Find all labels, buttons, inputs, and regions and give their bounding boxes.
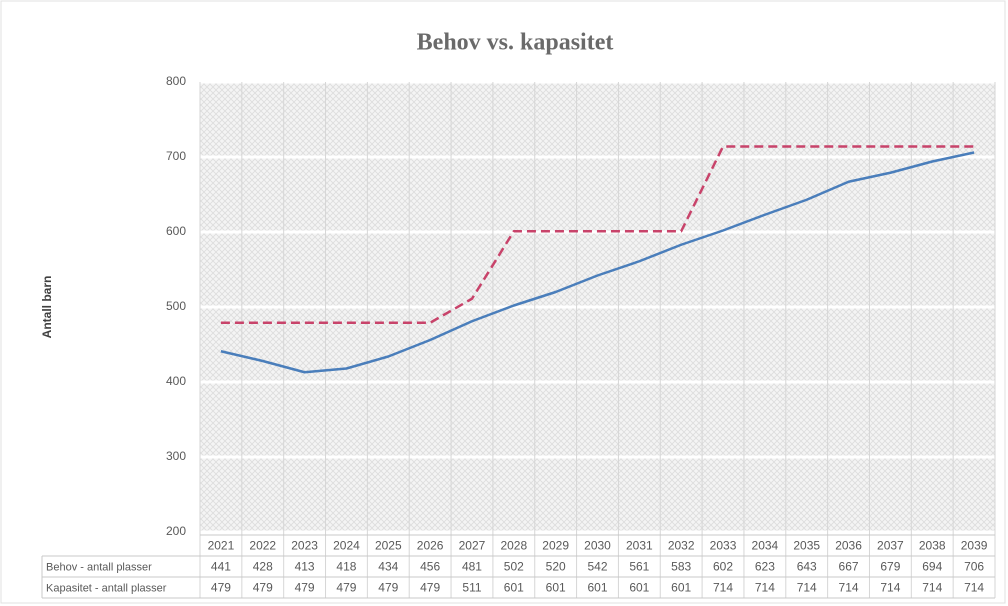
y-tick-label: 700 bbox=[166, 149, 186, 163]
x-tick-label: 2035 bbox=[793, 539, 820, 553]
x-tick-label: 2038 bbox=[919, 539, 946, 553]
table-value: 542 bbox=[587, 560, 607, 574]
y-tick-label: 600 bbox=[166, 224, 186, 238]
y-tick-label: 400 bbox=[166, 374, 186, 388]
table-value: 502 bbox=[504, 560, 524, 574]
table-value: 643 bbox=[797, 560, 817, 574]
table-value: 428 bbox=[253, 560, 273, 574]
table-value: 561 bbox=[629, 560, 649, 574]
table-value: 714 bbox=[880, 581, 900, 595]
table-value: 434 bbox=[378, 560, 398, 574]
table-value: 583 bbox=[671, 560, 691, 574]
legend-entry: Kapasitet - antall plasser bbox=[46, 582, 167, 594]
y-tick-label: 500 bbox=[166, 299, 186, 313]
x-tick-label: 2032 bbox=[668, 539, 695, 553]
y-tick-label: 200 bbox=[166, 524, 186, 538]
table-value: 479 bbox=[295, 581, 315, 595]
table-value: 706 bbox=[964, 560, 984, 574]
table-value: 413 bbox=[295, 560, 315, 574]
table-value: 679 bbox=[880, 560, 900, 574]
x-tick-label: 2031 bbox=[626, 539, 653, 553]
table-value: 602 bbox=[713, 560, 733, 574]
table-value: 694 bbox=[922, 560, 942, 574]
table-value: 479 bbox=[420, 581, 440, 595]
table-value: 714 bbox=[797, 581, 817, 595]
table-value: 418 bbox=[336, 560, 356, 574]
table-value: 714 bbox=[922, 581, 942, 595]
table-value: 667 bbox=[839, 560, 859, 574]
x-tick-label: 2027 bbox=[459, 539, 486, 553]
x-tick-label: 2039 bbox=[961, 539, 988, 553]
x-tick-label: 2024 bbox=[333, 539, 360, 553]
series-line bbox=[220, 151, 975, 374]
table-value: 601 bbox=[671, 581, 691, 595]
table-value: 714 bbox=[755, 581, 775, 595]
x-tick-label: 2022 bbox=[249, 539, 276, 553]
x-tick-label: 2025 bbox=[375, 539, 402, 553]
table-value: 601 bbox=[546, 581, 566, 595]
table-value: 441 bbox=[211, 560, 231, 574]
chart-title: Behov vs. kapasitet bbox=[417, 30, 614, 56]
x-tick-label: 2033 bbox=[710, 539, 737, 553]
x-tick-label: 2029 bbox=[542, 539, 569, 553]
table-value: 479 bbox=[378, 581, 398, 595]
table-value: 479 bbox=[211, 581, 231, 595]
x-tick-label: 2021 bbox=[208, 539, 235, 553]
x-tick-label: 2023 bbox=[291, 539, 318, 553]
table-value: 511 bbox=[462, 581, 481, 595]
table-value: 456 bbox=[420, 560, 440, 574]
table-value: 479 bbox=[336, 581, 356, 595]
table-value: 623 bbox=[755, 560, 775, 574]
table-value: 601 bbox=[504, 581, 524, 595]
table-value: 601 bbox=[629, 581, 649, 595]
table-value: 714 bbox=[713, 581, 733, 595]
table-value: 520 bbox=[546, 560, 566, 574]
table-value: 714 bbox=[964, 581, 984, 595]
x-tick-label: 2030 bbox=[584, 539, 611, 553]
table-value: 479 bbox=[253, 581, 273, 595]
table-value: 714 bbox=[839, 581, 859, 595]
y-axis-label: Antall barn bbox=[40, 276, 54, 339]
y-tick-label: 800 bbox=[166, 74, 186, 88]
legend-entry: Behov - antall plasser bbox=[46, 561, 152, 573]
x-tick-label: 2028 bbox=[500, 539, 527, 553]
x-tick-label: 2026 bbox=[417, 539, 444, 553]
series-line bbox=[220, 145, 975, 324]
y-tick-label: 300 bbox=[166, 449, 186, 463]
table-value: 481 bbox=[462, 560, 482, 574]
table-value: 601 bbox=[587, 581, 607, 595]
x-tick-label: 2036 bbox=[835, 539, 862, 553]
x-tick-label: 2034 bbox=[752, 539, 779, 553]
x-tick-label: 2037 bbox=[877, 539, 904, 553]
